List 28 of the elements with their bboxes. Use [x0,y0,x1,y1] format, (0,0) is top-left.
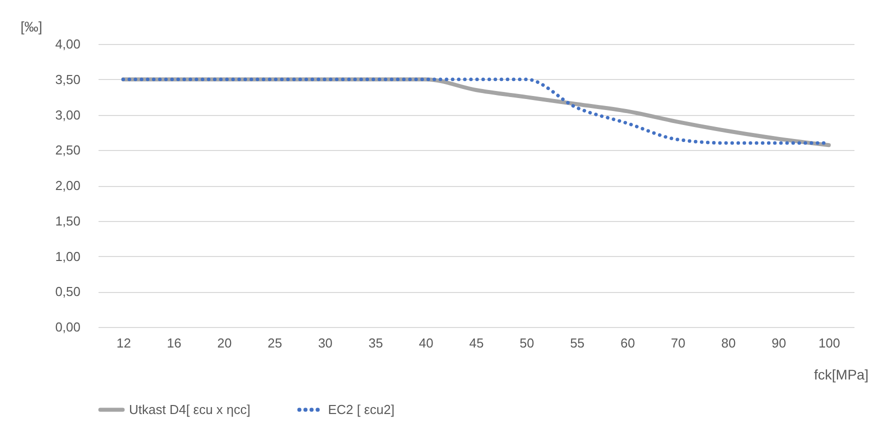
x-tick-label: 60 [620,336,635,350]
x-tick-label: 20 [217,336,232,350]
y-axis-title: [‰] [20,18,42,34]
x-tick-label: 55 [570,336,585,350]
y-tick-label: 0,00 [55,320,80,334]
x-tick-label: 30 [318,336,333,350]
x-tick-label: 45 [469,336,484,350]
y-tick-label: 3,50 [55,72,80,87]
y-tick-label: 4,00 [55,36,80,52]
y-tick-label: 2,00 [55,178,80,193]
x-tick-label: 12 [116,336,131,350]
x-tick-label: 100 [818,336,840,350]
x-tick-label: 25 [268,336,282,350]
x-tick-label: 50 [520,336,534,350]
x-tick-label: 16 [166,336,182,350]
x-axis-title: fck[MPa] [814,366,868,382]
y-tick-label: 1,00 [55,248,80,264]
x-tick-label: 90 [772,336,786,350]
y-tick-label: 1,50 [55,213,80,228]
legend-label: Utkast D4[ εcu x ηcc] [129,402,250,417]
y-tick-label: 3,00 [55,107,80,122]
y-tick-label: 2,50 [55,142,80,158]
x-tick-label: 35 [368,336,383,350]
x-tick-label: 40 [418,336,434,350]
y-tick-label: 0,50 [55,284,80,300]
x-tick-label: 80 [721,336,736,350]
legend-label: EC2 [ εcu2] [328,402,394,417]
x-tick-label: 70 [670,336,686,350]
